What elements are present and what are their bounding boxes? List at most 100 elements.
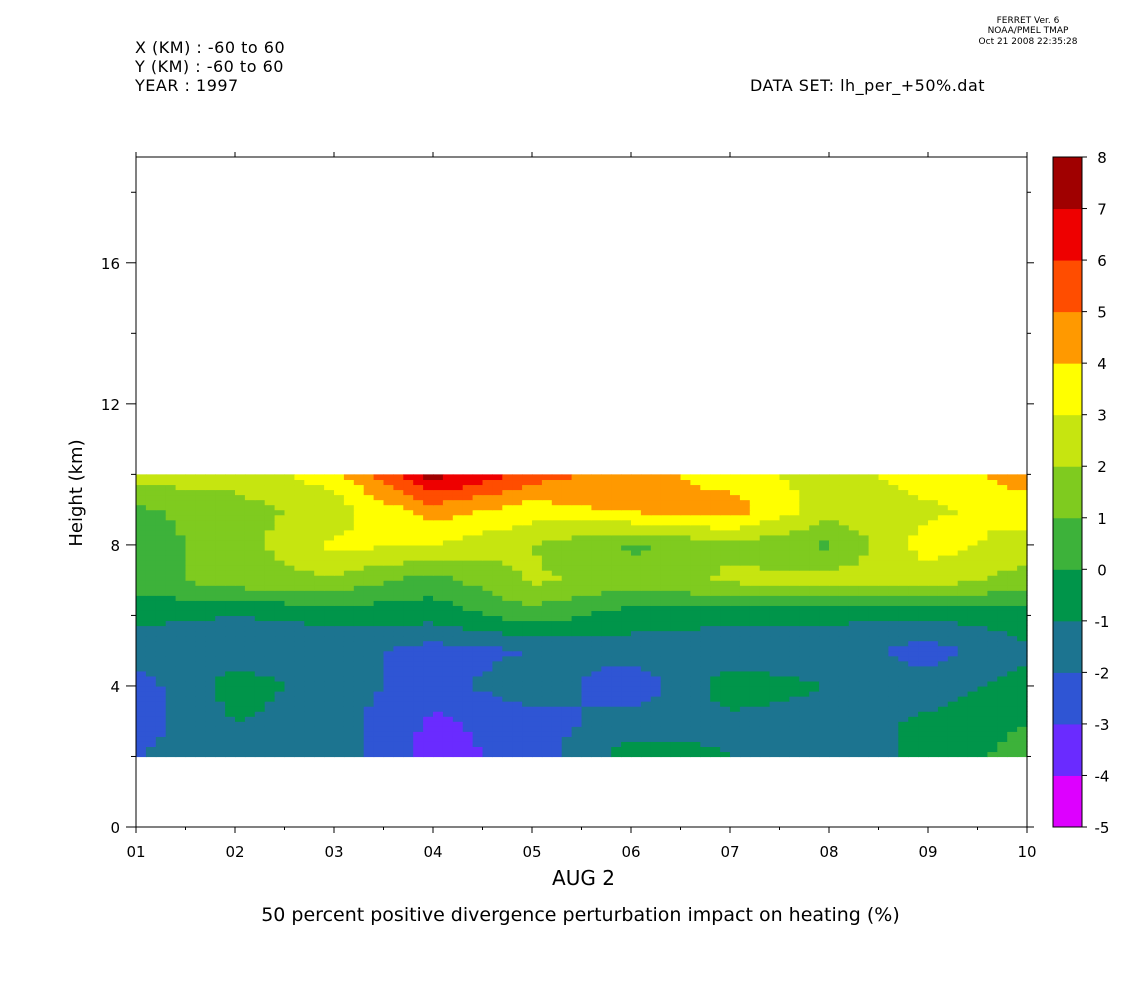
heatmap-cell: [987, 741, 998, 747]
heatmap-cell: [413, 716, 424, 722]
heatmap-cell: [908, 575, 919, 581]
heatmap-cell: [294, 690, 305, 697]
heatmap-cell: [155, 605, 167, 611]
heatmap-cell: [739, 549, 751, 556]
heatmap-cell: [947, 504, 959, 511]
heatmap-cell: [621, 741, 632, 747]
heatmap-cell: [987, 751, 998, 758]
heatmap-cell: [571, 620, 583, 627]
heatmap-cell: [690, 534, 701, 541]
heatmap-cell: [1007, 746, 1018, 753]
heatmap-cell: [502, 595, 513, 601]
heatmap-cell: [551, 746, 563, 753]
heatmap-cell: [225, 716, 236, 722]
heatmap-cell: [235, 570, 246, 576]
heatmap-cell: [947, 660, 959, 667]
heatmap-cell: [452, 539, 464, 546]
heatmap-cell: [284, 610, 295, 617]
heatmap-cell: [482, 494, 493, 501]
heatmap-cell: [987, 696, 998, 702]
heatmap-cell: [957, 534, 969, 541]
heatmap-cell: [264, 685, 276, 692]
heatmap-cell: [730, 484, 741, 491]
heatmap-cell: [571, 685, 583, 692]
heatmap-cell: [789, 575, 800, 581]
heatmap-cell: [165, 554, 177, 561]
heatmap-cell: [413, 741, 424, 747]
heatmap-cell: [690, 635, 701, 642]
heatmap-cell: [165, 721, 177, 727]
heatmap-cell: [621, 509, 632, 516]
heatmap-cell: [868, 570, 880, 576]
heatmap-cell: [650, 675, 662, 682]
heatmap-cell: [670, 655, 682, 662]
heatmap-cell: [858, 701, 870, 707]
heatmap-cell: [581, 504, 592, 511]
heatmap-cell: [730, 630, 741, 637]
heatmap-cell: [304, 519, 315, 526]
heatmap-cell: [373, 600, 385, 606]
heatmap-cell: [522, 509, 533, 516]
heatmap-cell: [314, 706, 325, 712]
heatmap-cell: [967, 499, 979, 506]
heatmap-cell: [730, 509, 741, 516]
heatmap-cell: [670, 509, 682, 516]
heatmap-cell: [393, 731, 404, 737]
heatmap-cell: [581, 746, 592, 753]
heatmap-cell: [670, 690, 682, 697]
heatmap-cell: [304, 731, 315, 737]
heatmap-cell: [739, 595, 751, 601]
heatmap-cell: [987, 539, 998, 546]
heatmap-cell: [185, 474, 196, 481]
heatmap-cell: [334, 685, 345, 692]
heatmap-cell: [591, 696, 602, 702]
heatmap-cell: [403, 610, 414, 617]
heatmap-cell: [185, 650, 196, 657]
heatmap-cell: [145, 560, 157, 566]
heatmap-cell: [433, 685, 444, 692]
heatmap-cell: [522, 625, 533, 632]
heatmap-cell: [829, 529, 840, 536]
heatmap-cell: [987, 590, 998, 596]
heatmap-cell: [670, 560, 682, 566]
heatmap-cell: [532, 635, 543, 642]
heatmap-cell: [799, 711, 810, 717]
heatmap-cell: [888, 580, 899, 586]
heatmap-cell: [274, 711, 286, 717]
heatmap-cell: [621, 650, 632, 657]
heatmap-cell: [928, 504, 939, 511]
heatmap-cell: [512, 514, 523, 521]
heatmap-cell: [591, 660, 602, 667]
heatmap-cell: [799, 675, 810, 682]
heatmap-cell: [512, 549, 523, 556]
heatmap-cell: [264, 499, 276, 506]
heatmap-cell: [274, 685, 286, 692]
heatmap-cell: [304, 595, 315, 601]
heatmap-cell: [423, 660, 434, 667]
heatmap-cell: [532, 590, 543, 596]
heatmap-cell: [1007, 529, 1018, 536]
heatmap-cell: [908, 685, 919, 692]
heatmap-cell: [195, 494, 206, 501]
heatmap-cell: [1017, 696, 1028, 702]
heatmap-cell: [789, 534, 800, 541]
heatmap-cell: [888, 499, 899, 506]
heatmap-cell: [789, 570, 800, 576]
heatmap-cell: [522, 706, 533, 712]
heatmap-cell: [343, 514, 355, 521]
heatmap-cell: [334, 680, 345, 687]
heatmap-cell: [235, 726, 246, 732]
heatmap-cell: [551, 741, 563, 747]
heatmap-cell: [145, 585, 157, 591]
heatmap-cell: [136, 716, 147, 722]
heatmap-cell: [908, 554, 919, 561]
heatmap-cell: [799, 514, 810, 521]
heatmap-cell: [165, 570, 177, 576]
heatmap-cell: [254, 731, 266, 737]
heatmap-cell: [858, 585, 870, 591]
heatmap-cell: [621, 736, 632, 742]
heatmap-cell: [482, 721, 493, 727]
heatmap-cell: [314, 595, 325, 601]
heatmap-cell: [650, 524, 662, 531]
heatmap-cell: [937, 746, 949, 753]
